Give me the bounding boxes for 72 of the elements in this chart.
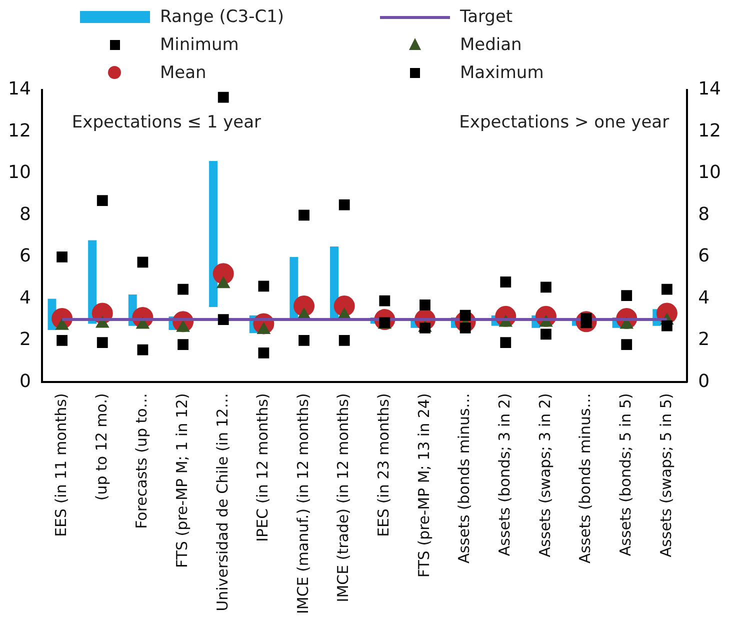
point: [540, 328, 552, 340]
y2-tick-label: 12: [698, 120, 721, 142]
point: [338, 334, 350, 346]
legend-label: Minimum: [160, 35, 239, 55]
y-tick-label: 2: [19, 329, 31, 350]
point: [137, 256, 148, 268]
bar: [330, 246, 338, 319]
legend-label: Maximum: [460, 63, 544, 83]
point: [661, 320, 672, 332]
legend-label: Range (C3-C1): [160, 7, 284, 27]
point: [137, 344, 148, 356]
x-tick-label: FTS (pre-MP M; 1 in 12): [172, 393, 191, 568]
y-tick-label: 10: [8, 162, 31, 184]
point: [420, 322, 430, 334]
point: [661, 284, 672, 295]
x-tick-label: Assets (bonds minus…: [455, 393, 474, 564]
x-tick-label: IMCE (trade) (in 12 months): [334, 393, 352, 602]
x-tick-label: EES (in 23 months): [374, 393, 393, 537]
point: [178, 339, 188, 350]
point: [212, 263, 234, 284]
point: [500, 276, 512, 288]
bar: [209, 160, 218, 308]
x-tick-label: IMCE (manuf.) (in 12 months): [294, 393, 312, 614]
point: [379, 295, 390, 306]
x-tick-label: Assets (bonds; 5 in 5): [616, 393, 634, 556]
point: [338, 199, 350, 210]
x-tick-label: Assets (bonds minus…: [576, 393, 594, 564]
point: [460, 310, 471, 321]
y-tick-label: 6: [19, 246, 31, 267]
y2-tick-label: 8: [698, 204, 710, 225]
point: [298, 210, 310, 221]
point: [218, 314, 229, 326]
annotation: Expectations ≤ 1 year: [72, 112, 262, 132]
y-tick-label: 8: [19, 204, 31, 225]
x-tick-label: IPEC (in 12 months): [254, 393, 272, 542]
point: [218, 92, 229, 103]
point: [96, 195, 108, 206]
x-tick-label: Assets (swaps; 5 in 5): [656, 393, 675, 558]
x-tick-label: Forecasts (up to…: [132, 393, 151, 529]
point: [540, 282, 552, 293]
legend-label: Median: [460, 35, 522, 55]
point: [178, 284, 188, 295]
point: [621, 290, 632, 302]
y-tick-label: 12: [8, 120, 31, 142]
y2-tick-label: 10: [698, 162, 721, 184]
point: [621, 339, 632, 350]
x-tick-label: Universidad de Chile (in 12…: [213, 393, 232, 612]
y2-tick-label: 6: [698, 246, 710, 267]
point: [258, 280, 270, 292]
y-tick-label: 14: [8, 78, 31, 100]
point: [56, 334, 68, 346]
x-tick-label: FTS (pre-MP M; 13 in 24): [414, 393, 433, 578]
x-tick-label: (up to 12 mo.): [92, 393, 110, 501]
point: [298, 334, 310, 346]
y2-tick-label: 14: [698, 78, 721, 100]
point: [420, 300, 430, 310]
point: [500, 337, 512, 348]
y2-tick-label: 0: [698, 370, 710, 392]
x-tick-label: EES (in 11 months): [52, 393, 70, 537]
y-tick-label: 4: [19, 287, 31, 308]
annotation: Expectations > one year: [459, 112, 670, 132]
legend-label: Target: [460, 7, 513, 27]
point: [460, 322, 471, 334]
point: [56, 252, 68, 262]
y2-tick-label: 2: [698, 329, 710, 350]
x-tick-label: Assets (swaps; 3 in 2): [536, 393, 554, 558]
legend-label: Mean: [160, 63, 206, 83]
y-tick-label: 0: [19, 370, 31, 392]
point: [96, 337, 108, 348]
y2-tick-label: 4: [698, 287, 710, 308]
point: [258, 348, 270, 358]
x-tick-label: Assets (bonds; 3 in 2): [496, 393, 514, 556]
